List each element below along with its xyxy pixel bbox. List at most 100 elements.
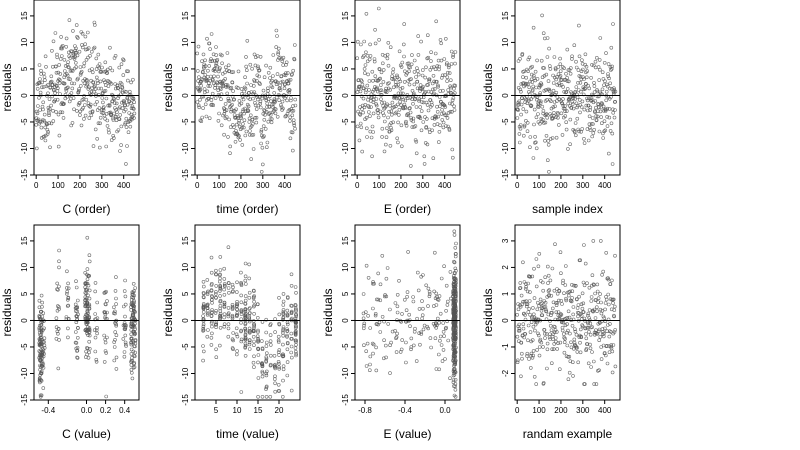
data-point bbox=[598, 292, 602, 296]
data-point bbox=[239, 329, 243, 334]
data-point bbox=[384, 86, 388, 91]
data-point bbox=[57, 78, 62, 82]
data-point bbox=[85, 313, 90, 318]
data-point bbox=[247, 133, 252, 137]
data-point bbox=[599, 319, 604, 324]
data-point bbox=[84, 349, 88, 354]
data-point bbox=[247, 347, 252, 351]
data-point bbox=[259, 129, 264, 134]
data-point bbox=[442, 111, 446, 116]
data-point bbox=[273, 100, 277, 104]
data-point bbox=[66, 281, 70, 286]
data-point bbox=[248, 311, 252, 315]
data-point bbox=[226, 84, 230, 89]
data-point bbox=[544, 309, 549, 314]
data-point bbox=[415, 69, 420, 73]
data-point bbox=[451, 378, 456, 382]
data-point bbox=[95, 137, 99, 141]
data-point bbox=[281, 328, 285, 333]
x-tick-label: 200 bbox=[554, 181, 568, 190]
data-point bbox=[66, 85, 70, 90]
data-point bbox=[434, 291, 439, 296]
data-point bbox=[571, 312, 576, 317]
data-point bbox=[112, 305, 116, 310]
data-point bbox=[368, 42, 372, 47]
data-point bbox=[113, 337, 117, 342]
data-point bbox=[548, 337, 553, 341]
data-point bbox=[214, 290, 218, 294]
data-point bbox=[592, 307, 597, 312]
data-point bbox=[213, 83, 218, 87]
data-point bbox=[452, 299, 457, 304]
data-point bbox=[64, 36, 69, 41]
data-point bbox=[83, 304, 87, 309]
data-point bbox=[599, 121, 604, 125]
data-point bbox=[399, 144, 404, 149]
data-point bbox=[231, 306, 235, 310]
data-point bbox=[235, 349, 239, 353]
y-axis-label: residuals bbox=[0, 63, 14, 111]
data-point bbox=[429, 90, 434, 94]
data-point bbox=[451, 55, 455, 59]
data-point bbox=[362, 323, 366, 328]
data-point bbox=[231, 70, 236, 74]
data-point bbox=[441, 88, 445, 93]
data-point bbox=[411, 102, 415, 106]
data-point bbox=[593, 65, 598, 70]
plot-frame bbox=[354, 0, 461, 176]
data-point bbox=[222, 312, 227, 317]
data-point bbox=[228, 144, 232, 149]
data-point bbox=[96, 52, 101, 57]
data-point bbox=[610, 349, 615, 354]
data-point bbox=[364, 349, 369, 354]
data-point bbox=[611, 297, 616, 302]
data-point bbox=[256, 328, 260, 333]
data-point bbox=[578, 340, 582, 345]
y-tick-label: 5 bbox=[20, 66, 29, 71]
data-point bbox=[39, 293, 44, 298]
data-point bbox=[237, 99, 242, 103]
data-point bbox=[390, 100, 395, 105]
data-point bbox=[367, 79, 372, 83]
data-point bbox=[285, 334, 289, 339]
data-point bbox=[526, 281, 530, 286]
x-tick-label: 200 bbox=[554, 406, 568, 415]
data-point bbox=[260, 362, 265, 367]
data-point bbox=[577, 54, 582, 59]
data-point bbox=[212, 67, 217, 71]
data-point bbox=[259, 339, 264, 343]
data-point bbox=[229, 85, 234, 90]
data-point bbox=[195, 100, 200, 104]
data-point bbox=[281, 303, 286, 307]
data-point bbox=[566, 309, 571, 314]
data-point bbox=[606, 74, 611, 79]
data-point bbox=[448, 109, 453, 114]
data-point bbox=[603, 128, 608, 133]
data-point bbox=[407, 312, 412, 317]
data-point bbox=[381, 80, 386, 84]
data-point bbox=[382, 149, 387, 154]
data-point bbox=[538, 99, 543, 104]
data-point bbox=[540, 280, 545, 285]
data-point bbox=[247, 342, 252, 347]
data-point bbox=[556, 115, 560, 120]
data-point bbox=[406, 61, 411, 66]
data-point bbox=[275, 72, 280, 76]
data-point bbox=[522, 124, 527, 129]
data-point bbox=[209, 270, 214, 275]
data-point bbox=[35, 111, 40, 116]
data-point bbox=[114, 333, 119, 338]
data-point bbox=[262, 134, 266, 138]
data-point bbox=[270, 78, 274, 83]
data-point bbox=[452, 108, 457, 112]
data-point bbox=[359, 94, 364, 99]
point-group bbox=[361, 229, 458, 399]
data-point bbox=[87, 333, 92, 338]
data-point bbox=[426, 286, 431, 291]
data-point bbox=[98, 145, 102, 150]
data-point bbox=[600, 272, 604, 277]
data-point bbox=[363, 63, 368, 67]
data-point bbox=[45, 83, 50, 87]
data-point bbox=[578, 327, 583, 332]
data-point bbox=[366, 97, 370, 102]
